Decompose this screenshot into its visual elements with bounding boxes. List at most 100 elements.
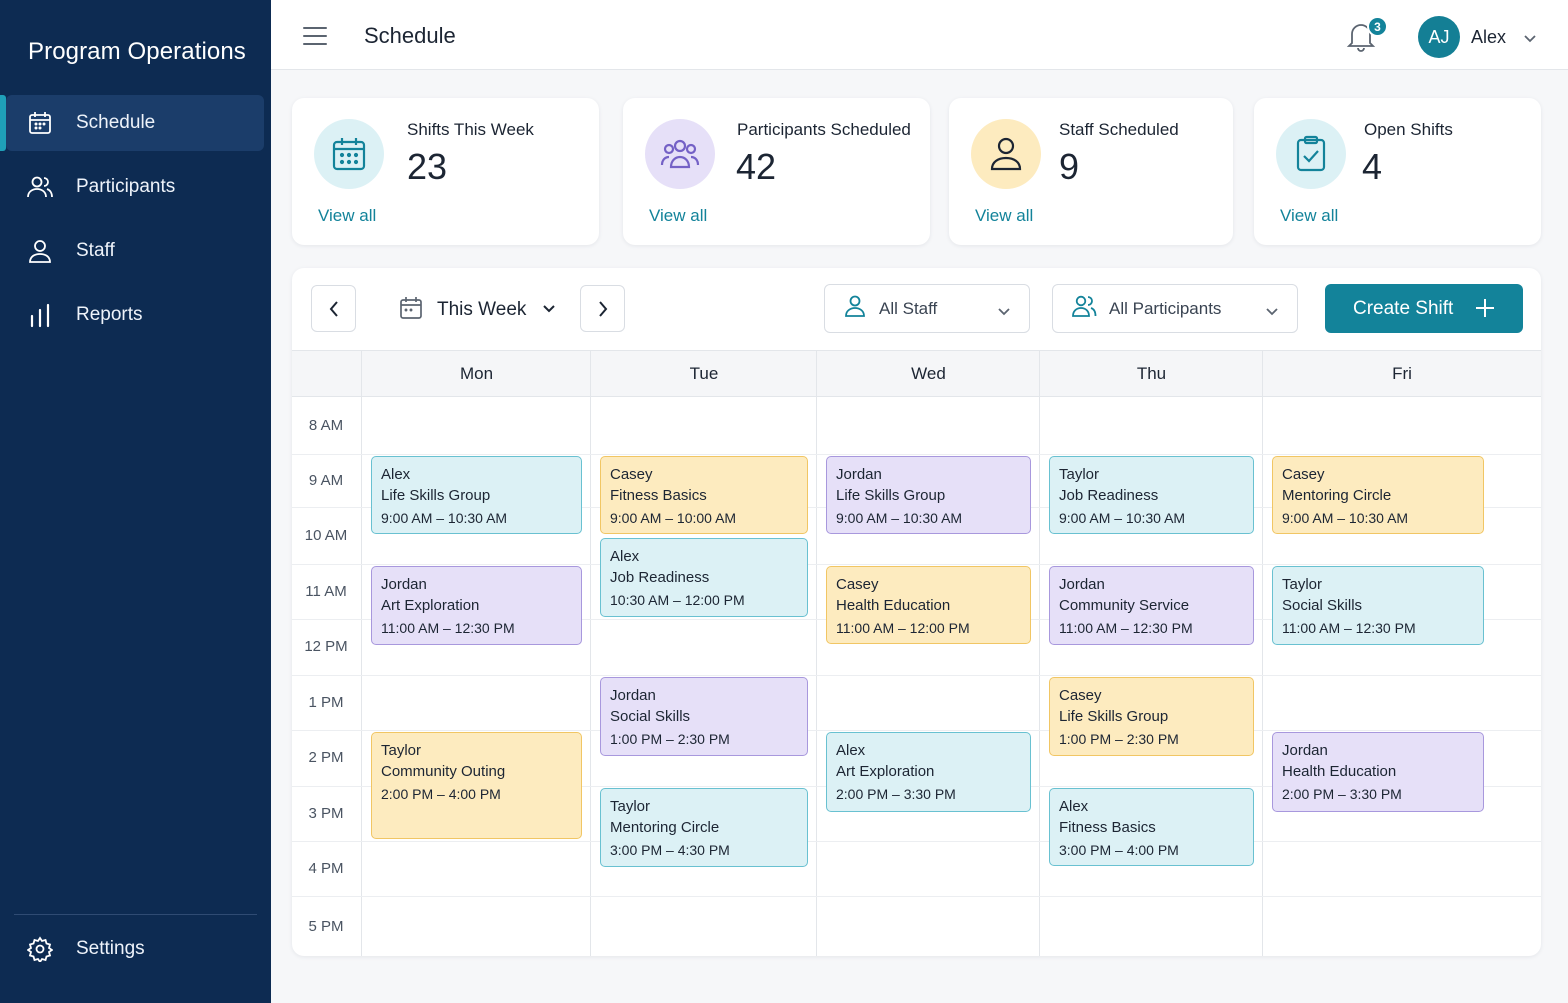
week-selector[interactable]: This Week: [399, 295, 556, 325]
user-icon: [971, 119, 1041, 189]
create-shift-button[interactable]: Create Shift: [1325, 284, 1523, 333]
shift-staff-name: Taylor: [1059, 466, 1100, 483]
shift-title: Social Skills: [610, 708, 691, 725]
sidebar-item-label: Settings: [76, 938, 145, 959]
chevron-down-icon[interactable]: [1523, 31, 1537, 43]
shift-time: 3:00 PM – 4:00 PM: [1059, 842, 1179, 858]
staff-filter-dropdown[interactable]: All Staff: [824, 284, 1030, 333]
chevron-down-icon: [1265, 304, 1279, 322]
day-header-mon: Mon: [459, 364, 494, 383]
grid-column-line: [361, 351, 362, 956]
sidebar-item-settings[interactable]: Settings: [6, 921, 264, 977]
shift-event[interactable]: Taylor Mentoring Circle 3:00 PM – 4:30 PM: [600, 788, 808, 867]
shift-event[interactable]: Alex Life Skills Group 9:00 AM – 10:30 AM: [371, 456, 582, 534]
shift-time: 11:00 AM – 12:00 PM: [836, 620, 970, 636]
menu-icon[interactable]: [303, 25, 327, 45]
shift-time: 1:00 PM – 2:30 PM: [1059, 731, 1179, 747]
bell-icon[interactable]: [1346, 20, 1378, 54]
gear-icon: [26, 935, 54, 963]
shift-event[interactable]: Jordan Health Education 2:00 PM – 3:30 PM: [1272, 732, 1484, 812]
shift-staff-name: Jordan: [1282, 742, 1328, 759]
top-header: Schedule 3 AJ Alex: [271, 0, 1568, 70]
shift-event[interactable]: Taylor Community Outing 2:00 PM – 4:00 PM: [371, 732, 582, 839]
user-name[interactable]: Alex: [1471, 27, 1507, 47]
view-all-link[interactable]: View all: [318, 206, 377, 225]
active-indicator: [0, 95, 6, 151]
sidebar-item-participants[interactable]: Participants: [6, 159, 264, 215]
shift-event[interactable]: Casey Fitness Basics 9:00 AM – 10:00 AM: [600, 456, 808, 534]
time-label: 5 PM: [308, 917, 344, 935]
chevron-down-icon: [997, 304, 1011, 322]
shift-event[interactable]: Jordan Community Service 11:00 AM – 12:30 …: [1049, 566, 1254, 645]
time-label: 12 PM: [304, 638, 348, 655]
shift-event[interactable]: Alex Fitness Basics 3:00 PM – 4:00 PM: [1049, 788, 1254, 866]
shift-event[interactable]: Alex Job Readiness 10:30 AM – 12:00 PM: [600, 537, 808, 617]
chevron-down-icon: [542, 301, 556, 319]
sidebar-item-schedule[interactable]: Schedule: [6, 95, 264, 151]
shift-time: 9:00 AM – 10:30 AM: [1059, 510, 1186, 526]
day-header-tue: Tue: [689, 364, 719, 383]
time-label: 2 PM: [308, 749, 344, 766]
shift-event[interactable]: Taylor Job Readiness 9:00 AM – 10:30 AM: [1049, 456, 1254, 534]
calendar-icon: [26, 109, 54, 137]
shift-event[interactable]: Jordan Life Skills Group 9:00 AM – 10:30 A…: [826, 456, 1031, 534]
view-all-link[interactable]: View all: [649, 206, 708, 225]
shift-title: Art Exploration: [836, 763, 935, 780]
day-header-fri: Fri: [1392, 364, 1412, 383]
shift-title: Job Readiness: [610, 568, 710, 586]
shift-title: Community Outing: [381, 763, 506, 780]
shift-event[interactable]: Casey Life Skills Group 1:00 PM – 2:30 PM: [1049, 677, 1254, 756]
stat-card-participants: Participants Scheduled 42 View all: [623, 98, 930, 245]
stat-value: 9: [1059, 146, 1080, 187]
clipboard-check-icon: [1276, 119, 1346, 189]
shift-time: 9:00 AM – 10:30 AM: [381, 510, 508, 526]
stat-label: Shifts This Week: [407, 120, 534, 139]
shift-staff-name: Taylor: [381, 742, 422, 759]
shift-event[interactable]: Jordan Social Skills 1:00 PM – 2:30 PM: [600, 677, 808, 756]
sidebar-item-staff[interactable]: Staff: [6, 223, 264, 279]
grid-column-line: [590, 351, 591, 956]
view-all-link[interactable]: View all: [975, 206, 1034, 225]
participants-filter-dropdown[interactable]: All Participants: [1052, 284, 1298, 333]
shift-event[interactable]: Casey Mentoring Circle 9:00 AM – 10:30 AM: [1272, 456, 1484, 534]
sidebar: Program Operations Schedule Participants…: [0, 0, 271, 1003]
grid-hour-line: [292, 841, 1541, 842]
grid-column-line: [1039, 351, 1040, 956]
sidebar-item-label: Reports: [76, 304, 143, 325]
grid-column-line: [1262, 351, 1263, 956]
shift-event[interactable]: Jordan Art Exploration 11:00 AM – 12:30 PM: [371, 566, 582, 645]
shift-time: 9:00 AM – 10:30 AM: [836, 510, 963, 526]
schedule-calendar: This Week All Staff All Participants Cre…: [292, 268, 1541, 956]
notification-badge: 3: [1367, 16, 1388, 37]
shift-event[interactable]: Casey Health Education 11:00 AM – 12:00 PM: [826, 566, 1031, 644]
shift-time: 11:00 AM – 12:30 PM: [1282, 620, 1416, 636]
shift-staff-name: Alex: [610, 547, 640, 565]
shift-event[interactable]: Taylor Social Skills 11:00 AM – 12:30 PM: [1272, 566, 1484, 645]
next-week-button[interactable]: [580, 285, 625, 332]
shift-staff-name: Jordan: [836, 466, 882, 483]
calendar-icon: [399, 296, 423, 325]
create-shift-label: Create Shift: [1353, 297, 1454, 319]
view-all-link[interactable]: View all: [1280, 206, 1339, 225]
avatar[interactable]: AJ: [1418, 16, 1460, 58]
stat-value: 23: [407, 146, 448, 187]
shift-staff-name: Taylor: [610, 798, 651, 815]
sidebar-item-label: Schedule: [76, 112, 156, 133]
staff-filter-label: All Staff: [879, 298, 938, 318]
shift-title: Social Skills: [1282, 597, 1363, 614]
week-label: This Week: [437, 299, 527, 320]
stat-card-open-shifts: Open Shifts 4 View all: [1254, 98, 1541, 245]
shift-event[interactable]: Alex Art Exploration 2:00 PM – 3:30 PM: [826, 732, 1031, 812]
stat-value: 42: [736, 146, 777, 187]
stat-label: Staff Scheduled: [1059, 120, 1179, 139]
stat-label: Open Shifts: [1364, 120, 1453, 139]
plus-icon: [1475, 298, 1495, 323]
sidebar-item-reports[interactable]: Reports: [6, 287, 264, 343]
grid-hour-line: [292, 564, 1541, 565]
sidebar-item-label: Participants: [76, 176, 176, 197]
shift-time: 3:00 PM – 4:30 PM: [610, 842, 730, 858]
stat-card-staff: Staff Scheduled 9 View all: [949, 98, 1233, 245]
previous-week-button[interactable]: [311, 285, 356, 332]
sidebar-item-label: Staff: [76, 240, 115, 261]
shift-title: Health Education: [1282, 763, 1397, 780]
